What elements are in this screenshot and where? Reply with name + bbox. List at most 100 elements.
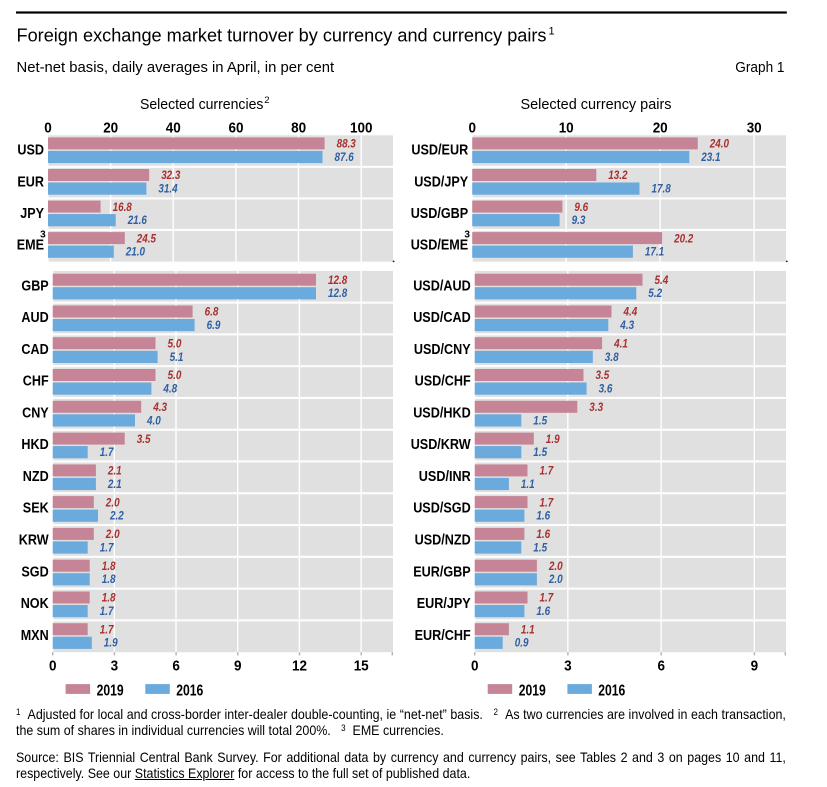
svg-text:100: 100 bbox=[350, 119, 373, 136]
svg-text:KRW: KRW bbox=[19, 533, 49, 549]
svg-text:4.0: 4.0 bbox=[146, 415, 161, 427]
svg-text:2016: 2016 bbox=[598, 683, 625, 700]
svg-text:2019: 2019 bbox=[519, 683, 546, 700]
svg-text:4.4: 4.4 bbox=[623, 307, 638, 319]
svg-text:20: 20 bbox=[103, 119, 118, 136]
svg-text:0: 0 bbox=[471, 658, 479, 675]
svg-text:2: 2 bbox=[264, 95, 269, 106]
svg-text:3.6: 3.6 bbox=[599, 384, 613, 396]
svg-text:1.6: 1.6 bbox=[536, 606, 550, 618]
svg-text:3: 3 bbox=[40, 229, 46, 240]
svg-text:0: 0 bbox=[49, 658, 57, 675]
svg-text:Selected currency pairs: Selected currency pairs bbox=[521, 96, 672, 113]
svg-text:2.1: 2.1 bbox=[107, 479, 122, 491]
svg-text:2.0: 2.0 bbox=[105, 529, 120, 541]
svg-text:MXN: MXN bbox=[21, 628, 49, 644]
svg-text:CAD: CAD bbox=[21, 342, 48, 358]
svg-text:USD/INR: USD/INR bbox=[419, 469, 471, 485]
svg-text:3.5: 3.5 bbox=[596, 370, 610, 382]
svg-text:24.5: 24.5 bbox=[136, 233, 157, 245]
svg-text:USD/HKD: USD/HKD bbox=[413, 405, 471, 421]
svg-text:1.7: 1.7 bbox=[540, 593, 554, 605]
svg-text:60: 60 bbox=[229, 119, 244, 136]
svg-text:1.1: 1.1 bbox=[521, 479, 535, 491]
svg-text:80: 80 bbox=[291, 119, 306, 136]
svg-text:6.8: 6.8 bbox=[205, 307, 219, 319]
svg-text:2016: 2016 bbox=[176, 683, 203, 700]
svg-text:2.0: 2.0 bbox=[548, 561, 563, 573]
svg-text:NZD: NZD bbox=[23, 469, 49, 485]
svg-text:3.8: 3.8 bbox=[605, 352, 619, 364]
svg-text:17.8: 17.8 bbox=[652, 184, 672, 196]
svg-text:HKD: HKD bbox=[21, 437, 48, 453]
svg-text:USD/KRW: USD/KRW bbox=[411, 437, 471, 453]
svg-text:USD/CHF: USD/CHF bbox=[415, 374, 471, 390]
svg-text:15: 15 bbox=[354, 658, 369, 675]
svg-text:23.1: 23.1 bbox=[700, 152, 720, 164]
svg-text:USD/AUD: USD/AUD bbox=[413, 278, 471, 294]
svg-text:3.3: 3.3 bbox=[589, 402, 603, 414]
svg-text:4.3: 4.3 bbox=[152, 402, 167, 414]
svg-text:1.9: 1.9 bbox=[104, 638, 118, 650]
svg-text:1.7: 1.7 bbox=[100, 447, 114, 459]
svg-text:EME: EME bbox=[17, 237, 45, 253]
svg-text:2.2: 2.2 bbox=[109, 511, 124, 523]
svg-text:20.2: 20.2 bbox=[673, 233, 694, 245]
svg-text:1.5: 1.5 bbox=[533, 415, 547, 427]
svg-text:21.6: 21.6 bbox=[127, 215, 148, 227]
svg-text:CNY: CNY bbox=[22, 405, 49, 421]
svg-text:1.7: 1.7 bbox=[540, 466, 554, 478]
svg-text:4.1: 4.1 bbox=[613, 338, 628, 350]
svg-text:6: 6 bbox=[657, 658, 665, 675]
svg-text:CHF: CHF bbox=[23, 374, 49, 390]
svg-text:AUD: AUD bbox=[21, 310, 48, 326]
svg-text:EUR/GBP: EUR/GBP bbox=[413, 564, 471, 580]
svg-text:1.8: 1.8 bbox=[102, 593, 116, 605]
svg-text:Selected currencies: Selected currencies bbox=[140, 96, 264, 113]
svg-text:2.1: 2.1 bbox=[107, 466, 122, 478]
svg-text:30: 30 bbox=[747, 119, 762, 136]
svg-text:9: 9 bbox=[751, 658, 759, 675]
svg-text:3.5: 3.5 bbox=[137, 434, 151, 446]
svg-text:4.3: 4.3 bbox=[619, 320, 634, 332]
svg-text:USD/CAD: USD/CAD bbox=[413, 310, 471, 326]
svg-text:5.0: 5.0 bbox=[168, 338, 182, 350]
svg-text:GBP: GBP bbox=[21, 278, 49, 294]
svg-text:USD/CNY: USD/CNY bbox=[414, 342, 471, 358]
svg-text:1.8: 1.8 bbox=[102, 561, 116, 573]
svg-text:Graph 1: Graph 1 bbox=[735, 59, 784, 76]
svg-text:1.7: 1.7 bbox=[100, 542, 114, 554]
svg-text:1.5: 1.5 bbox=[533, 542, 547, 554]
svg-text:USD/EUR: USD/EUR bbox=[411, 143, 468, 159]
svg-text:1.7: 1.7 bbox=[100, 624, 114, 636]
svg-text:1.7: 1.7 bbox=[540, 497, 554, 509]
svg-text:17.1: 17.1 bbox=[645, 247, 664, 259]
svg-text:12: 12 bbox=[292, 658, 307, 675]
svg-text:USD/NZD: USD/NZD bbox=[415, 533, 471, 549]
svg-text:40: 40 bbox=[166, 119, 181, 136]
svg-text:1.1: 1.1 bbox=[521, 624, 535, 636]
svg-text:2019: 2019 bbox=[97, 683, 124, 700]
svg-text:USD/EME: USD/EME bbox=[411, 237, 469, 253]
svg-text:31.4: 31.4 bbox=[158, 184, 178, 196]
svg-text:10: 10 bbox=[559, 119, 574, 136]
svg-text:EUR: EUR bbox=[17, 174, 44, 190]
svg-text:USD/SGD: USD/SGD bbox=[413, 501, 471, 517]
svg-text:9.3: 9.3 bbox=[572, 215, 586, 227]
svg-text:1: 1 bbox=[549, 25, 555, 37]
svg-text:6: 6 bbox=[172, 658, 180, 675]
svg-text:1.5: 1.5 bbox=[533, 447, 547, 459]
svg-text:1.6: 1.6 bbox=[536, 529, 550, 541]
svg-text:3: 3 bbox=[111, 658, 119, 675]
svg-text:USD/JPY: USD/JPY bbox=[414, 174, 468, 190]
svg-text:6.9: 6.9 bbox=[207, 320, 221, 332]
svg-text:EUR/CHF: EUR/CHF bbox=[415, 628, 471, 644]
svg-text:0.9: 0.9 bbox=[515, 638, 529, 650]
svg-text:87.6: 87.6 bbox=[335, 152, 355, 164]
svg-text:32.3: 32.3 bbox=[161, 170, 181, 182]
svg-text:EUR/JPY: EUR/JPY bbox=[417, 596, 471, 612]
svg-text:2.0: 2.0 bbox=[105, 497, 120, 509]
svg-text:20: 20 bbox=[653, 119, 668, 136]
svg-text:1.9: 1.9 bbox=[546, 434, 560, 446]
svg-text:13.2: 13.2 bbox=[608, 170, 628, 182]
